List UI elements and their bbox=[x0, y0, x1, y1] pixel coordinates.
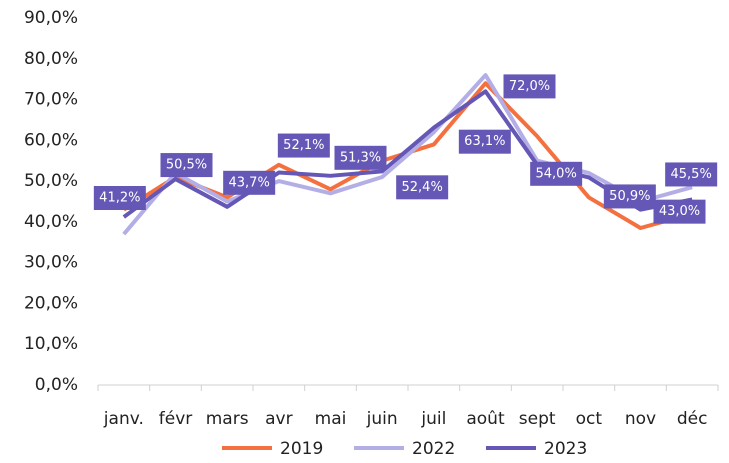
data-label: 63,1% bbox=[464, 134, 505, 149]
y-tick-label: 60,0% bbox=[24, 130, 78, 150]
x-tick-label: oct bbox=[576, 409, 603, 429]
x-tick-label: août bbox=[466, 409, 505, 429]
y-tick-label: 90,0% bbox=[24, 8, 78, 28]
y-tick-label: 50,0% bbox=[24, 171, 78, 191]
data-label-box bbox=[223, 170, 276, 195]
x-tick-label: nov bbox=[625, 409, 656, 429]
data-label-box bbox=[665, 162, 718, 187]
x-tick-label: déc bbox=[677, 409, 708, 429]
x-tick-label: mars bbox=[206, 409, 249, 429]
data-label: 51,3% bbox=[340, 150, 381, 165]
x-tick-label: janv. bbox=[103, 409, 144, 429]
y-tick-label: 30,0% bbox=[24, 253, 78, 273]
x-tick-label: févr bbox=[159, 409, 193, 429]
legend-label: 2023 bbox=[544, 439, 587, 459]
data-label: 45,5% bbox=[671, 167, 712, 182]
data-label: 52,4% bbox=[402, 180, 443, 195]
x-tick-label: mai bbox=[315, 409, 347, 429]
y-tick-label: 40,0% bbox=[24, 212, 78, 232]
data-label-box bbox=[334, 145, 387, 170]
data-label-box bbox=[160, 153, 213, 178]
y-tick-label: 70,0% bbox=[24, 90, 78, 110]
data-label-box bbox=[93, 185, 146, 210]
y-tick-label: 0,0% bbox=[35, 375, 78, 395]
x-tick-label: avr bbox=[265, 409, 292, 429]
y-tick-label: 80,0% bbox=[24, 49, 78, 69]
data-label: 43,7% bbox=[229, 175, 270, 190]
legend-label: 2022 bbox=[412, 439, 455, 459]
data-label: 52,1% bbox=[283, 138, 324, 153]
data-label-box bbox=[277, 133, 330, 158]
data-label-box bbox=[530, 161, 583, 186]
series-line bbox=[122, 89, 693, 219]
y-tick-label: 10,0% bbox=[24, 334, 78, 354]
data-label-box bbox=[503, 74, 556, 99]
x-tick-label: juin bbox=[366, 409, 398, 429]
legend-label: 2019 bbox=[280, 439, 323, 459]
data-label-box bbox=[396, 175, 449, 200]
data-label: 41,2% bbox=[99, 190, 140, 205]
data-label: 50,5% bbox=[166, 158, 207, 173]
y-tick-label: 20,0% bbox=[24, 293, 78, 313]
data-label: 43,0% bbox=[659, 204, 700, 219]
data-label-box bbox=[458, 129, 511, 154]
x-tick-label: juil bbox=[420, 409, 446, 429]
data-label-box bbox=[603, 184, 656, 209]
data-label: 72,0% bbox=[509, 79, 550, 94]
data-label: 50,9% bbox=[609, 189, 650, 204]
data-label-box bbox=[653, 199, 706, 224]
x-tick-label: sept bbox=[519, 409, 556, 429]
data-label: 54,0% bbox=[536, 166, 577, 181]
series-line bbox=[122, 73, 693, 236]
